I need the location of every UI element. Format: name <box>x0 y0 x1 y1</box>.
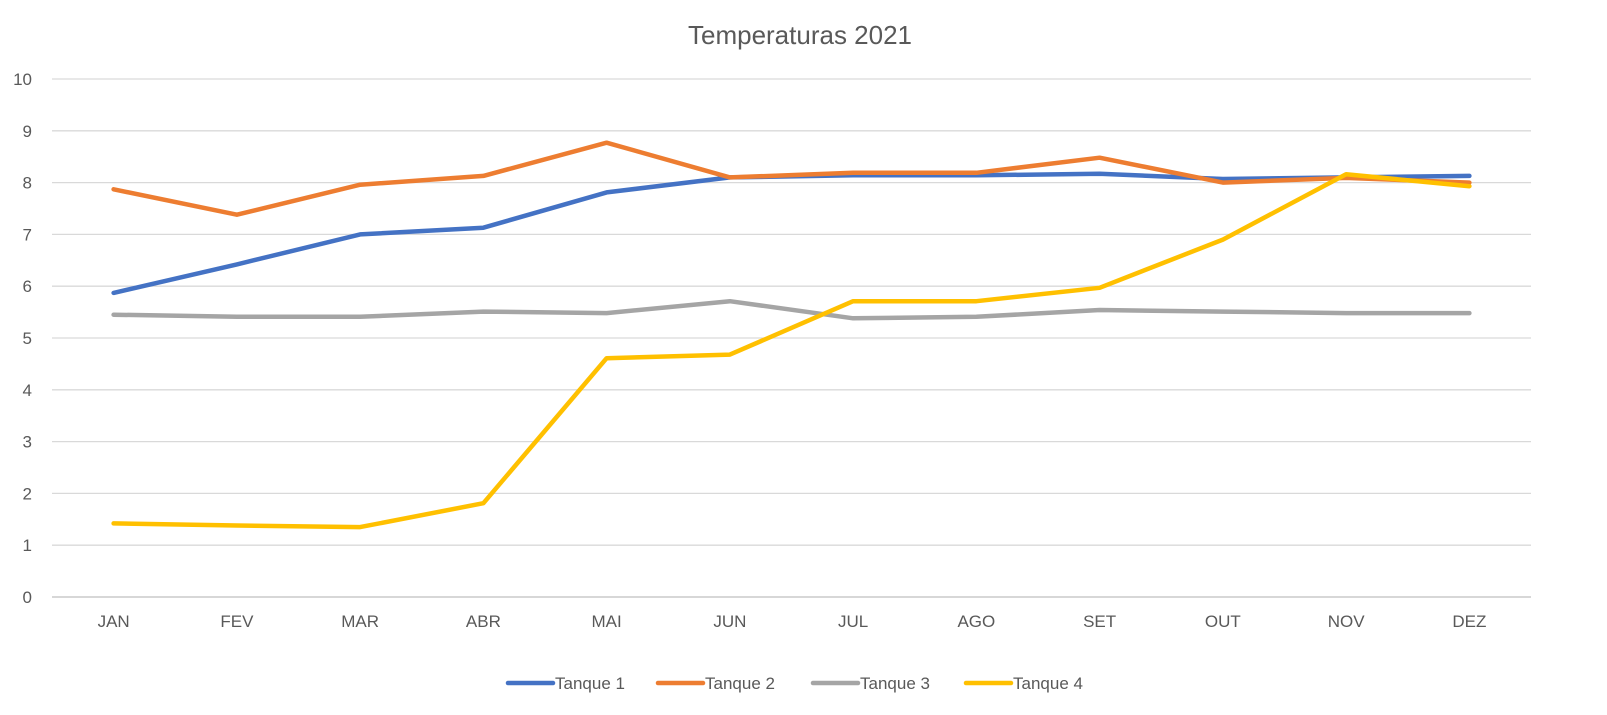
y-tick-label: 6 <box>23 277 32 296</box>
legend-label: Tanque 2 <box>705 674 775 693</box>
y-axis-tick-labels: 0 1 2 3 4 5 6 7 8 9 10 <box>13 70 32 607</box>
series-line-tanque-2 <box>111 140 1472 217</box>
x-tick-label: MAI <box>592 612 622 631</box>
y-tick-label: 5 <box>23 329 32 348</box>
x-tick-label: SET <box>1083 612 1116 631</box>
series-line-tanque-4 <box>111 172 1472 530</box>
legend-item-tanque-2: Tanque 2 <box>655 674 775 693</box>
gridlines <box>52 78 1531 598</box>
x-tick-label: DEZ <box>1452 612 1486 631</box>
chart-title: Temperaturas 2021 <box>688 20 912 50</box>
legend-label: Tanque 3 <box>860 674 930 693</box>
y-tick-label: 7 <box>23 225 32 244</box>
x-tick-label: OUT <box>1205 612 1241 631</box>
x-tick-label: NOV <box>1328 612 1366 631</box>
x-tick-label: JAN <box>98 612 130 631</box>
x-tick-label: FEV <box>220 612 254 631</box>
x-tick-label: AGO <box>957 612 995 631</box>
y-tick-label: 2 <box>23 484 32 503</box>
y-tick-label: 8 <box>23 174 32 193</box>
legend-item-tanque-1: Tanque 1 <box>505 674 625 693</box>
legend-item-tanque-4: Tanque 4 <box>963 674 1083 693</box>
legend: Tanque 1 Tanque 2 Tanque 3 Tanque 4 <box>505 674 1083 693</box>
x-tick-label: JUN <box>713 612 746 631</box>
x-tick-label: MAR <box>341 612 379 631</box>
y-tick-label: 4 <box>23 381 32 400</box>
x-tick-label: ABR <box>466 612 501 631</box>
x-axis-tick-labels: JAN FEV MAR ABR MAI JUN JUL AGO SET OUT NOV DEZ <box>98 612 1487 631</box>
series-lines <box>111 140 1472 530</box>
y-tick-label: 1 <box>23 536 32 555</box>
y-tick-label: 0 <box>23 588 32 607</box>
y-tick-label: 3 <box>23 433 32 452</box>
y-tick-label: 9 <box>23 122 32 141</box>
series-line-tanque-3 <box>111 298 1472 321</box>
legend-label: Tanque 1 <box>555 674 625 693</box>
legend-label: Tanque 4 <box>1013 674 1083 693</box>
y-tick-label: 10 <box>13 70 32 89</box>
legend-item-tanque-3: Tanque 3 <box>810 674 930 693</box>
x-tick-label: JUL <box>838 612 868 631</box>
